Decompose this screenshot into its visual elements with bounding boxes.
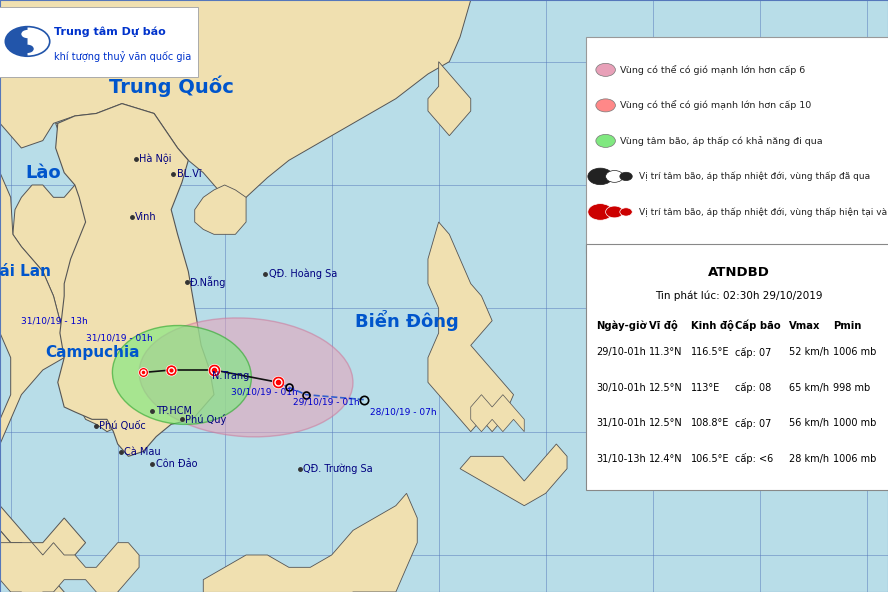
Text: 56 km/h: 56 km/h — [789, 419, 829, 428]
Text: 998 mb: 998 mb — [833, 383, 870, 392]
Text: Vị trí tâm bão, áp thấp nhiệt đới, vùng thấp đã qua: Vị trí tâm bão, áp thấp nhiệt đới, vùng … — [639, 172, 870, 181]
Text: 29/10/19 - 01h: 29/10/19 - 01h — [293, 398, 360, 407]
Polygon shape — [64, 308, 161, 432]
Text: ATNDBD: ATNDBD — [708, 266, 770, 279]
Text: Phú Quý: Phú Quý — [185, 414, 226, 425]
Circle shape — [596, 99, 615, 112]
Circle shape — [620, 208, 632, 216]
Text: Vmax: Vmax — [789, 321, 820, 330]
Text: 30/10-01h: 30/10-01h — [596, 383, 646, 392]
Text: 31/10-01h: 31/10-01h — [596, 419, 646, 428]
Text: Pmin: Pmin — [833, 321, 861, 330]
Circle shape — [606, 206, 623, 218]
Text: Phú Quốc: Phú Quốc — [99, 422, 146, 431]
Text: Tin phát lúc: 02:30h 29/10/2019: Tin phát lúc: 02:30h 29/10/2019 — [655, 291, 822, 301]
Text: 116.5°E: 116.5°E — [691, 348, 729, 357]
Polygon shape — [203, 493, 417, 592]
Text: Lào: Lào — [25, 163, 60, 182]
Text: Vùng có thể có gió mạnh lớn hơn cấp 10: Vùng có thể có gió mạnh lớn hơn cấp 10 — [620, 101, 811, 110]
Circle shape — [596, 134, 615, 147]
Text: Côn Đảo: Côn Đảo — [155, 459, 197, 469]
Text: 113°E: 113°E — [691, 383, 720, 392]
Circle shape — [588, 204, 613, 220]
Polygon shape — [428, 62, 471, 136]
FancyBboxPatch shape — [586, 37, 888, 253]
Text: 12.5°N: 12.5°N — [649, 419, 683, 428]
Text: Campuchia: Campuchia — [44, 345, 139, 361]
Circle shape — [21, 44, 34, 53]
Text: 65 km/h: 65 km/h — [789, 383, 829, 392]
FancyBboxPatch shape — [586, 244, 888, 490]
Text: khí tượng thuỷ văn quốc gia: khí tượng thuỷ văn quốc gia — [54, 51, 192, 62]
Text: Kinh độ: Kinh độ — [691, 320, 733, 331]
FancyBboxPatch shape — [0, 7, 198, 77]
Polygon shape — [12, 123, 171, 358]
Polygon shape — [194, 185, 246, 234]
Text: 11.3°N: 11.3°N — [649, 348, 683, 357]
Text: TP.HCM: TP.HCM — [155, 407, 192, 416]
Text: 52 km/h: 52 km/h — [789, 348, 829, 357]
Ellipse shape — [139, 318, 353, 437]
Text: Hà Nội: Hà Nội — [139, 154, 171, 165]
Text: Trung Quốc: Trung Quốc — [108, 76, 234, 97]
Circle shape — [5, 27, 50, 56]
Text: Vinh: Vinh — [135, 212, 156, 222]
Text: 29/10-01h: 29/10-01h — [596, 348, 646, 357]
Text: 31/10-13h: 31/10-13h — [596, 454, 646, 464]
Circle shape — [596, 63, 615, 76]
Text: 1006 mb: 1006 mb — [833, 348, 876, 357]
Text: Trung tâm Dự báo: Trung tâm Dự báo — [54, 26, 166, 37]
Text: BL.Vĩ: BL.Vĩ — [177, 169, 201, 179]
Text: QĐ. Hoàng Sa: QĐ. Hoàng Sa — [268, 269, 337, 279]
Text: 28 km/h: 28 km/h — [789, 454, 829, 464]
Text: 31/10/19 - 13h: 31/10/19 - 13h — [21, 316, 88, 325]
Text: 30/10/19 - 01h: 30/10/19 - 01h — [231, 388, 297, 397]
Circle shape — [21, 30, 34, 38]
Text: N.Trang: N.Trang — [212, 371, 250, 381]
Text: Cà Mau: Cà Mau — [124, 447, 161, 457]
Text: 108.8°E: 108.8°E — [691, 419, 729, 428]
Text: Cấp bão: Cấp bão — [735, 320, 781, 332]
Text: Ngày-giờ: Ngày-giờ — [596, 320, 646, 331]
Text: 28/10/19 - 07h: 28/10/19 - 07h — [370, 407, 437, 416]
Wedge shape — [5, 27, 28, 56]
Text: Vùng có thể có gió mạnh lớn hơn cấp 6: Vùng có thể có gió mạnh lớn hơn cấp 6 — [620, 65, 805, 75]
Text: Đ.Nẵng: Đ.Nẵng — [190, 276, 226, 288]
Circle shape — [588, 168, 613, 185]
Polygon shape — [471, 395, 524, 432]
Polygon shape — [428, 222, 513, 432]
Text: 1000 mb: 1000 mb — [833, 419, 876, 428]
Text: 12.4°N: 12.4°N — [649, 454, 683, 464]
Polygon shape — [56, 104, 214, 456]
Text: 31/10/19 - 01h: 31/10/19 - 01h — [85, 333, 153, 342]
Text: Biển Đông: Biển Đông — [354, 310, 458, 331]
Text: cấp: <6: cấp: <6 — [735, 453, 773, 464]
Text: cấp: 08: cấp: 08 — [735, 382, 772, 393]
Text: 1006 mb: 1006 mb — [833, 454, 876, 464]
Text: cấp: 07: cấp: 07 — [735, 418, 772, 429]
Polygon shape — [0, 0, 471, 210]
Text: Vùng tâm bão, áp thấp có khả năng đi qua: Vùng tâm bão, áp thấp có khả năng đi qua — [620, 136, 822, 146]
Polygon shape — [0, 543, 139, 592]
Polygon shape — [0, 173, 85, 567]
Text: Vĩ độ: Vĩ độ — [649, 320, 678, 331]
Text: 106.5°E: 106.5°E — [691, 454, 729, 464]
Ellipse shape — [113, 326, 251, 424]
Text: Vị trí tâm bão, áp thấp nhiệt đới, vùng thấp hiện tại và dự báo: Vị trí tâm bão, áp thấp nhiệt đới, vùng … — [639, 207, 888, 217]
Text: QĐ. Trường Sa: QĐ. Trường Sa — [303, 464, 372, 474]
Polygon shape — [460, 444, 567, 506]
Polygon shape — [0, 530, 92, 592]
Text: cấp: 07: cấp: 07 — [735, 347, 772, 358]
Text: Thái Lan: Thái Lan — [0, 264, 52, 279]
Circle shape — [606, 170, 623, 182]
Circle shape — [620, 172, 632, 181]
Text: 12.5°N: 12.5°N — [649, 383, 683, 392]
